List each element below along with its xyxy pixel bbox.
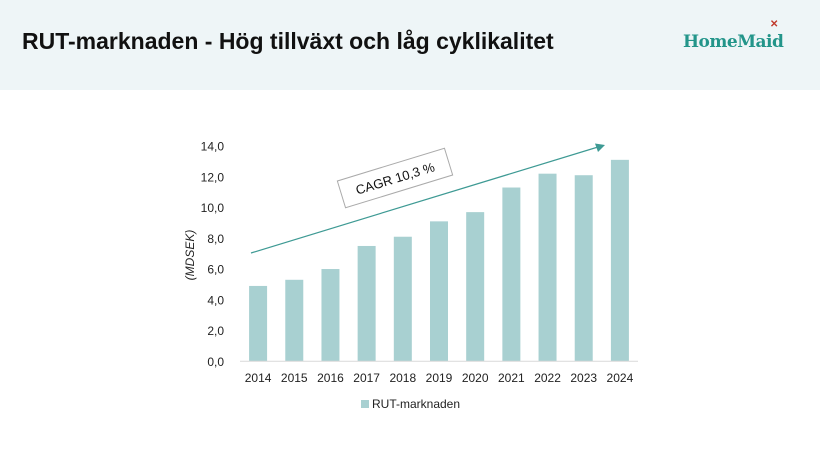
bar-2021: [502, 187, 521, 362]
bar-2014: [249, 285, 268, 362]
arrow-head-icon: [595, 143, 605, 152]
bar-2022: [538, 173, 557, 362]
x-tick-label: 2019: [426, 371, 453, 385]
x-tick-label: 2021: [498, 371, 525, 385]
y-tick-label: 8,0: [207, 232, 224, 246]
legend-label: RUT-marknaden: [372, 397, 460, 411]
legend-swatch: [361, 400, 369, 408]
x-tick-label: 2017: [353, 371, 380, 385]
bar-2024: [610, 159, 629, 362]
cagr-annotation: CAGR 10,3 %: [336, 147, 454, 209]
x-tick-label: 2014: [245, 371, 272, 385]
x-tick-label: 2015: [281, 371, 308, 385]
y-tick-label: 0,0: [207, 355, 224, 369]
y-tick-label: 6,0: [207, 263, 224, 277]
bar-2018: [393, 236, 412, 362]
x-tick-label: 2023: [570, 371, 597, 385]
bar-2023: [574, 175, 593, 362]
bar-2015: [285, 279, 304, 362]
header: RUT-marknaden - Hög tillväxt och låg cyk…: [0, 0, 820, 90]
y-tick-label: 12,0: [201, 170, 225, 184]
bar-2017: [357, 245, 376, 362]
y-tick-label: 2,0: [207, 324, 224, 338]
bar-2020: [466, 212, 485, 362]
x-tick-label: 2024: [607, 371, 634, 385]
x-tick-label: 2018: [389, 371, 416, 385]
cagr-box: [336, 147, 454, 209]
x-tick-label: 2020: [462, 371, 489, 385]
y-tick-label: 10,0: [201, 201, 225, 215]
y-tick-label: 4,0: [207, 293, 224, 307]
y-tick-label: 14,0: [201, 140, 225, 154]
logo-x-mark-icon: ✕: [770, 19, 779, 30]
x-tick-label: 2016: [317, 371, 344, 385]
y-axis-label: (MDSEK): [183, 230, 197, 281]
x-tick-label: 2022: [534, 371, 561, 385]
bar-2019: [430, 221, 448, 362]
homemaid-logo: HomeMaid: [683, 32, 784, 52]
cagr-arrow-line: [250, 146, 599, 254]
page-title: RUT-marknaden - Hög tillväxt och låg cyk…: [22, 28, 554, 54]
bar-2016: [321, 269, 340, 362]
